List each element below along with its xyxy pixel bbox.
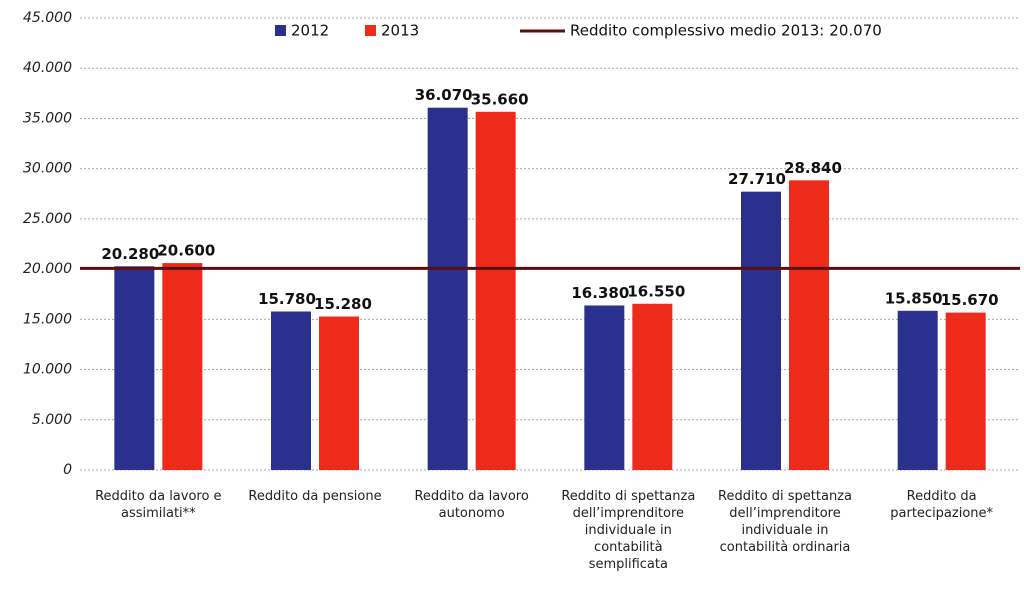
- legend-reference-label: Reddito complessivo medio 2013:: [570, 22, 824, 40]
- bar: [427, 107, 468, 470]
- y-tick-label: 30.000: [23, 161, 72, 177]
- value-label: 20.600: [157, 242, 215, 260]
- y-tick-label: 15.000: [23, 311, 72, 327]
- bar: [945, 312, 986, 470]
- x-tick-label: Reddito da lavoro e assimilati**: [95, 489, 222, 521]
- value-label: 15.670: [941, 291, 999, 309]
- y-tick-label: 35.000: [23, 110, 72, 126]
- bar: [319, 316, 359, 470]
- legend-label: 2013: [381, 22, 419, 40]
- bar: [162, 263, 203, 470]
- value-label: 15.850: [885, 289, 943, 307]
- value-label: 15.280: [314, 295, 372, 313]
- x-tick-label: Reddito da pensione: [248, 489, 382, 504]
- y-tick-label: 20.000: [23, 261, 72, 277]
- x-tick-label: Reddito di spettanza dell’imprenditore i…: [561, 489, 696, 572]
- bar: [271, 311, 311, 470]
- legend-swatch: [275, 25, 286, 36]
- legend-label: 2012: [291, 22, 329, 40]
- x-tick-label: Reddito da lavoro autonomo: [414, 489, 529, 521]
- bar: [741, 191, 781, 470]
- value-label: 16.550: [627, 282, 685, 300]
- x-tick-label: Reddito di spettanza dell’imprenditore i…: [718, 489, 852, 555]
- y-tick-label: 10.000: [23, 362, 72, 378]
- bar: [789, 180, 829, 470]
- y-tick-label: 5.000: [32, 412, 72, 428]
- value-label: 20.280: [101, 245, 159, 263]
- bar: [114, 266, 155, 470]
- value-label: 28.840: [784, 159, 842, 177]
- x-tick-label: Reddito da partecipazione*: [890, 489, 994, 521]
- legend-reference-value: 20.070: [829, 22, 882, 40]
- y-tick-label: 45.000: [23, 10, 72, 26]
- y-tick-label: 40.000: [23, 60, 72, 76]
- value-label: 36.070: [415, 86, 473, 104]
- y-tick-label: 25.000: [23, 211, 72, 227]
- y-tick-label: 0: [63, 462, 72, 478]
- bar: [632, 303, 673, 470]
- bar: [897, 310, 938, 470]
- value-label: 27.710: [728, 170, 786, 188]
- value-label: 15.780: [258, 290, 316, 308]
- legend-swatch: [365, 25, 376, 36]
- bar: [475, 111, 516, 470]
- value-label: 16.380: [571, 284, 629, 302]
- bar: [584, 305, 625, 470]
- value-label: 35.660: [471, 90, 529, 108]
